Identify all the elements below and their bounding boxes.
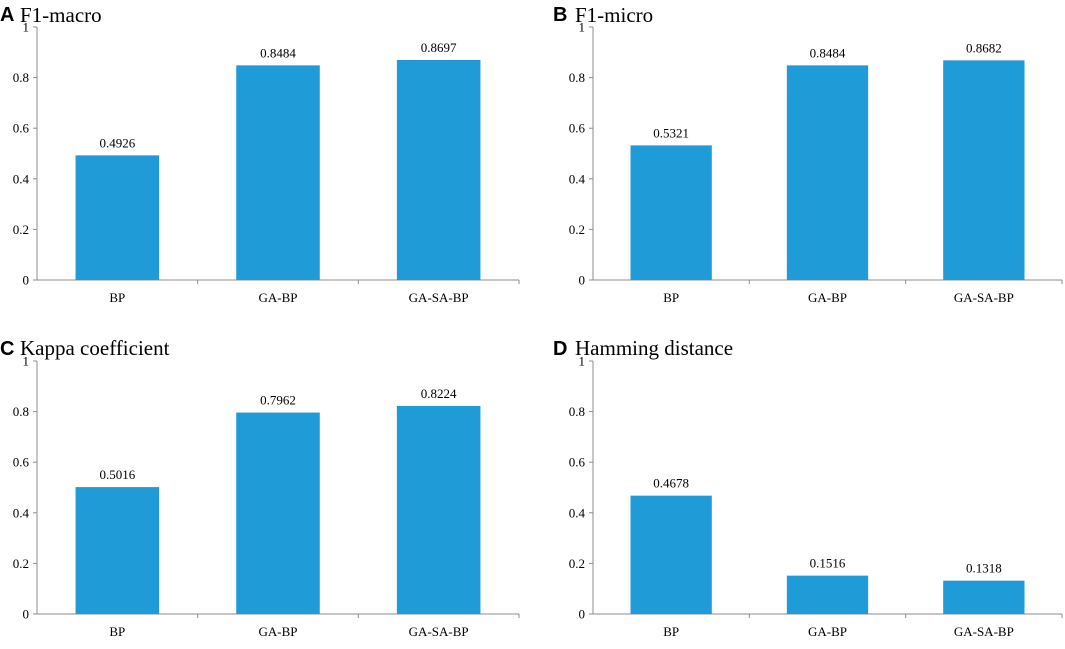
bar-bp (75, 487, 160, 614)
chart-panel-b: B F1-micro 0 0.2 0.4 0.6 0.8 1 0.5321 BP 0.8484 GA-… (553, 3, 1063, 305)
data-label: 0.8484 (810, 45, 846, 60)
y-tick-label: 0.8 (13, 70, 29, 85)
y-tick-label: 0 (579, 607, 586, 622)
y-tick-label: 0.4 (569, 505, 586, 520)
panel-label: A (0, 4, 14, 26)
bar-bp (630, 495, 712, 614)
data-label: 0.8484 (260, 45, 296, 60)
x-tick-label: BP (663, 624, 679, 639)
y-tick-label: 1 (579, 354, 586, 369)
chart-title: Hamming distance (575, 336, 733, 360)
x-tick-label: GA-BP (258, 624, 297, 639)
y-tick-label: 0.2 (569, 222, 585, 237)
bar-ga-bp (786, 65, 869, 280)
x-tick-label: BP (663, 290, 679, 305)
bar-ga-sa-bp (396, 59, 481, 281)
chart-title: F1-macro (20, 3, 102, 27)
bar-ga-sa-bp (396, 405, 481, 614)
y-tick-label: 0.2 (13, 556, 29, 571)
y-tick-label: 1 (23, 20, 30, 35)
bar-bp (630, 145, 712, 280)
chart-panel-a: A F1-macro 0 0.2 0.4 0.6 0.8 1 0.4926 BP 0.8484 GA-… (0, 3, 520, 305)
x-tick-label: GA-BP (258, 290, 297, 305)
bar-ga-bp (236, 65, 320, 280)
data-label: 0.8224 (421, 386, 457, 401)
y-tick-label: 0.4 (569, 171, 586, 186)
data-label: 0.1516 (810, 556, 846, 571)
y-tick-label: 0.6 (569, 455, 586, 470)
panel-label: C (0, 338, 14, 360)
y-tick-label: 0.6 (13, 455, 30, 470)
bar-ga-sa-bp (943, 580, 1025, 614)
chart-panel-c: C Kappa coefficient 0 0.2 0.4 0.6 0.8 1 0.5016 BP… (0, 336, 520, 639)
data-label: 0.7962 (260, 393, 296, 408)
data-label: 0.4926 (99, 135, 135, 150)
bar-ga-sa-bp (943, 60, 1025, 281)
y-tick-label: 0.6 (569, 121, 586, 136)
data-label: 0.1318 (966, 561, 1002, 576)
data-label: 0.5321 (653, 125, 689, 140)
y-tick-label: 0.4 (13, 505, 30, 520)
y-tick-label: 0.8 (569, 70, 585, 85)
y-tick-label: 0.6 (13, 121, 30, 136)
y-tick-label: 0 (23, 607, 30, 622)
y-tick-label: 0.2 (13, 222, 29, 237)
x-tick-label: GA-SA-BP (409, 624, 469, 639)
y-tick-label: 0.8 (569, 404, 585, 419)
y-tick-label: 0.4 (13, 171, 30, 186)
y-tick-label: 0.2 (569, 556, 585, 571)
chart-title: F1-micro (575, 3, 653, 27)
bar-ga-bp (236, 412, 320, 614)
x-tick-label: GA-SA-BP (954, 624, 1014, 639)
data-label: 0.4678 (653, 476, 689, 491)
y-tick-label: 1 (23, 354, 30, 369)
data-label: 0.8697 (421, 40, 457, 55)
chart-panel-d: D Hamming distance 0 0.2 0.4 0.6 0.8 1 0.4678 BP 0… (553, 336, 1063, 639)
x-tick-label: GA-BP (808, 290, 847, 305)
bar-ga-bp (786, 575, 869, 614)
chart-title: Kappa coefficient (20, 336, 170, 360)
x-tick-label: GA-SA-BP (409, 290, 469, 305)
y-tick-label: 0.8 (13, 404, 29, 419)
y-tick-label: 1 (579, 20, 586, 35)
data-label: 0.8682 (966, 40, 1002, 55)
x-tick-label: BP (109, 624, 125, 639)
bar-bp (75, 155, 160, 280)
data-label: 0.5016 (99, 467, 135, 482)
y-tick-label: 0 (579, 273, 586, 288)
panel-label: B (553, 4, 567, 26)
panel-label: D (553, 338, 567, 360)
x-tick-label: BP (109, 290, 125, 305)
y-tick-label: 0 (23, 273, 30, 288)
x-tick-label: GA-BP (808, 624, 847, 639)
x-tick-label: GA-SA-BP (954, 290, 1014, 305)
